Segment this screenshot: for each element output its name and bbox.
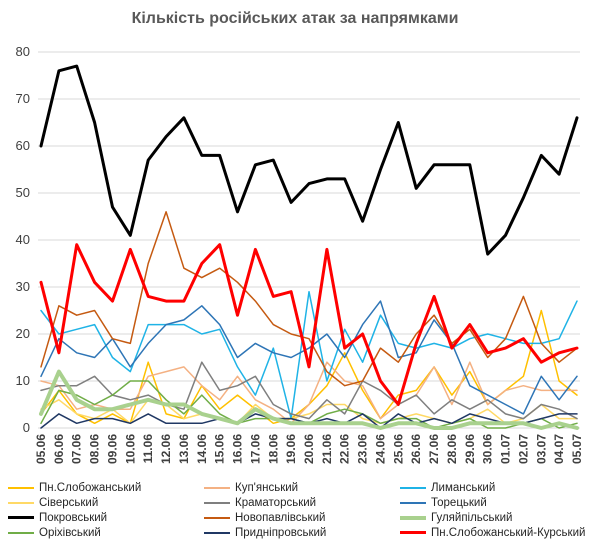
legend-label: Лиманський (431, 481, 496, 494)
x-tick-label: 24.06 (373, 434, 387, 464)
x-tick-label: 18.06 (266, 434, 280, 464)
legend-swatch (8, 516, 34, 519)
line-chart: 0 10 20 30 40 50 60 70 80 05.06 06.06 07.06 08.06 09.… (16, 44, 584, 464)
legend-label: Покровський (39, 511, 108, 524)
x-tick-label: 01.07 (499, 434, 513, 464)
legend-item: Куп'янський (204, 480, 400, 495)
legend-swatch (400, 531, 426, 534)
legend-label: Сіверський (39, 496, 99, 509)
y-tick-label: 0 (23, 420, 30, 435)
y-tick-label: 80 (16, 44, 30, 59)
x-tick-label: 17.06 (248, 434, 262, 464)
legend-item: Лиманський (400, 480, 588, 495)
x-tick-label: 30.06 (481, 434, 495, 464)
x-tick-label: 09.06 (105, 434, 119, 464)
legend-item: Придніпровський (204, 525, 400, 540)
series-line-4 (40, 361, 578, 420)
y-tick-label: 50 (16, 185, 30, 200)
legend-swatch (400, 515, 426, 520)
y-tick-label: 60 (16, 138, 30, 153)
legend-item: Пн.Слобожанський (8, 480, 204, 495)
x-tick-label: 28.06 (445, 434, 459, 464)
legend-label: Пн.Слобожанський-Курський (431, 526, 586, 539)
series-line-5 (40, 300, 578, 415)
x-tick-label: 13.06 (177, 434, 191, 464)
legend-swatch (8, 486, 34, 489)
series-line-11 (39, 243, 579, 406)
legend-swatch (8, 501, 34, 504)
legend-swatch (204, 531, 230, 534)
x-tick-label: 20.06 (302, 434, 316, 464)
x-tick-label: 05.06 (34, 434, 48, 464)
legend-item: Краматорський (204, 495, 400, 510)
legend-label: Оріхівський (39, 526, 101, 539)
legend-item: Покровський (8, 510, 204, 525)
legend-item: Гуляйпільський (400, 510, 588, 525)
x-tick-label: 08.06 (88, 434, 102, 464)
legend-item: Сіверський (8, 495, 204, 510)
series-line-6 (39, 64, 579, 256)
x-tick-label: 21.06 (320, 434, 334, 464)
y-tick-label: 20 (16, 326, 30, 341)
legend-label: Торецький (431, 496, 487, 509)
x-tick-label: 22.06 (338, 434, 352, 464)
x-tick-label: 14.06 (195, 434, 209, 464)
legend-item: Пн.Слобожанський-Курський (400, 525, 588, 540)
legend-label: Пн.Слобожанський (39, 481, 142, 494)
legend-label: Краматорський (235, 496, 317, 509)
legend-swatch (204, 486, 230, 489)
x-tick-label: 25.06 (391, 434, 405, 464)
y-tick-label: 70 (16, 91, 30, 106)
y-tick-label: 10 (16, 373, 30, 388)
y-tick-label: 40 (16, 232, 30, 247)
legend-swatch (400, 486, 426, 489)
x-tick-label: 02.07 (516, 434, 530, 464)
legend-item: Новопавлівський (204, 510, 400, 525)
legend-item: Оріхівський (8, 525, 204, 540)
legend-item: Торецький (400, 495, 588, 510)
legend-label: Придніпровський (235, 526, 327, 539)
series-line-1 (40, 361, 578, 425)
x-tick-label: 10.06 (123, 434, 137, 464)
legend-label: Куп'янський (235, 481, 299, 494)
x-tick-label: 05.07 (570, 434, 584, 464)
x-tick-label: 29.06 (463, 434, 477, 464)
legend-label: Гуляйпільський (431, 511, 513, 524)
x-tick-label: 27.06 (427, 434, 441, 464)
x-tick-label: 12.06 (159, 434, 173, 464)
chart-legend: Пн.Слобожанський Куп'янський Лиманський Сів… (8, 480, 588, 540)
legend-swatch (8, 531, 34, 534)
x-tick-label: 26.06 (409, 434, 423, 464)
x-tick-label: 11.06 (141, 434, 155, 464)
series-line-7 (40, 211, 578, 387)
x-tick-label: 15.06 (213, 434, 227, 464)
chart-title: Кількість російських атак за напрямками (131, 10, 459, 27)
x-tick-label: 03.07 (534, 434, 548, 464)
series-line-8 (39, 369, 579, 430)
x-tick-label: 19.06 (284, 434, 298, 464)
x-tick-label: 16.06 (231, 434, 245, 464)
legend-label: Новопавлівський (235, 511, 326, 524)
x-tick-label: 23.06 (356, 434, 370, 464)
legend-swatch (400, 501, 426, 504)
x-tick-label: 06.06 (52, 434, 66, 464)
legend-swatch (204, 501, 230, 504)
x-tick-label: 04.07 (552, 434, 566, 464)
legend-swatch (204, 516, 230, 519)
series-line-2 (40, 290, 578, 420)
x-tick-label: 07.06 (70, 434, 84, 464)
y-tick-label: 30 (16, 279, 30, 294)
